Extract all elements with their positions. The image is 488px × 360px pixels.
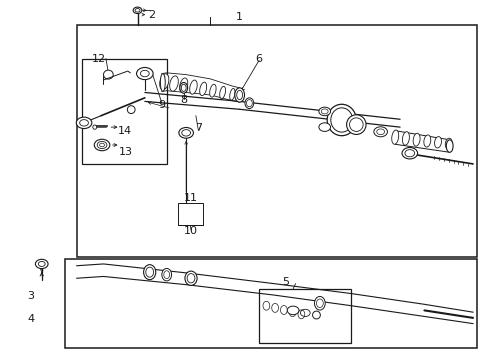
Ellipse shape — [103, 70, 113, 79]
Circle shape — [136, 67, 153, 80]
Circle shape — [401, 148, 417, 159]
Ellipse shape — [162, 269, 171, 281]
Text: 14: 14 — [118, 126, 132, 136]
Ellipse shape — [184, 271, 197, 285]
Bar — [259, 289, 351, 342]
Circle shape — [35, 259, 48, 269]
Ellipse shape — [314, 296, 325, 310]
Text: 12: 12 — [91, 54, 105, 64]
Ellipse shape — [312, 311, 320, 319]
Ellipse shape — [189, 80, 197, 94]
Ellipse shape — [199, 82, 206, 96]
Ellipse shape — [445, 138, 451, 149]
Ellipse shape — [297, 310, 304, 319]
Circle shape — [94, 139, 110, 151]
Text: 11: 11 — [183, 193, 198, 203]
Text: 13: 13 — [118, 147, 132, 157]
Text: 5: 5 — [282, 277, 289, 287]
Ellipse shape — [234, 88, 244, 102]
Circle shape — [76, 117, 92, 129]
Circle shape — [133, 7, 142, 14]
Bar — [178, 203, 203, 225]
Ellipse shape — [346, 115, 366, 134]
Ellipse shape — [402, 132, 408, 145]
Ellipse shape — [446, 140, 452, 152]
Bar — [77, 24, 476, 257]
Ellipse shape — [229, 89, 235, 100]
Ellipse shape — [434, 136, 441, 148]
Ellipse shape — [209, 84, 216, 97]
Text: 6: 6 — [255, 54, 262, 64]
Ellipse shape — [219, 86, 225, 99]
Ellipse shape — [160, 74, 168, 90]
Ellipse shape — [127, 106, 135, 113]
Circle shape — [318, 107, 330, 116]
Ellipse shape — [143, 265, 156, 280]
Text: 4: 4 — [27, 314, 34, 324]
Ellipse shape — [326, 104, 356, 136]
Text: 2: 2 — [148, 10, 155, 20]
Text: 9: 9 — [158, 100, 165, 110]
Ellipse shape — [271, 303, 278, 312]
Ellipse shape — [244, 98, 253, 109]
Ellipse shape — [179, 78, 187, 93]
Circle shape — [318, 123, 330, 131]
Bar — [64, 258, 476, 348]
Ellipse shape — [288, 308, 295, 317]
Ellipse shape — [169, 76, 178, 91]
Ellipse shape — [412, 133, 419, 146]
Bar — [81, 59, 166, 164]
Circle shape — [179, 127, 193, 138]
Text: 1: 1 — [236, 13, 243, 22]
Ellipse shape — [280, 306, 287, 315]
Text: 10: 10 — [183, 226, 198, 236]
Text: 3: 3 — [27, 291, 34, 301]
Ellipse shape — [93, 125, 97, 129]
Text: 8: 8 — [180, 95, 187, 105]
Circle shape — [373, 127, 386, 137]
Text: 7: 7 — [194, 123, 202, 133]
Ellipse shape — [423, 135, 430, 147]
Ellipse shape — [263, 301, 269, 310]
Ellipse shape — [160, 73, 165, 91]
Ellipse shape — [391, 130, 398, 144]
Circle shape — [287, 306, 298, 315]
Ellipse shape — [180, 82, 187, 93]
